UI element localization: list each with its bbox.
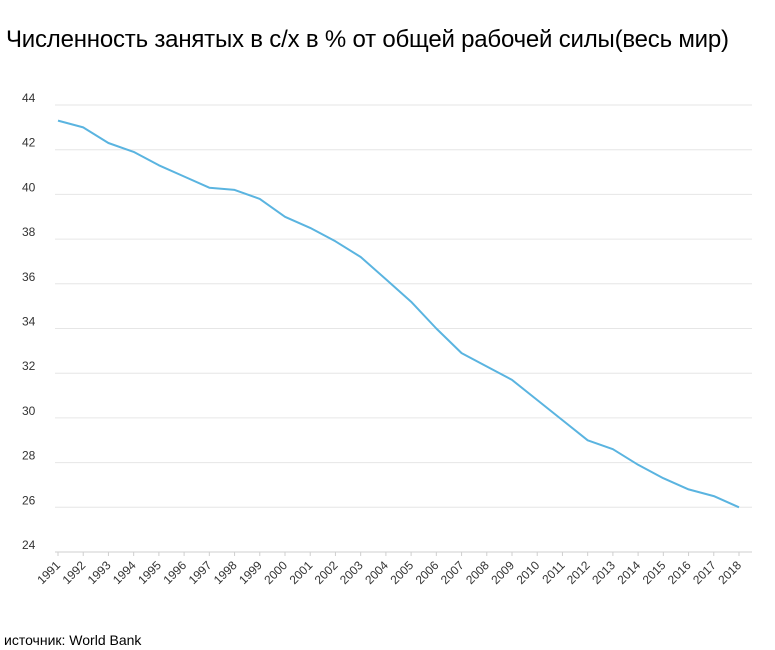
data-point bbox=[610, 447, 615, 452]
x-tick-label: 2005 bbox=[387, 558, 416, 587]
series-layer bbox=[56, 118, 742, 510]
x-tick-label: 1997 bbox=[186, 558, 215, 587]
x-tick-label: 2006 bbox=[413, 558, 442, 587]
x-tick-label: 2014 bbox=[614, 558, 643, 587]
data-point bbox=[106, 140, 111, 145]
data-point bbox=[560, 418, 565, 423]
data-point bbox=[358, 254, 363, 259]
data-point bbox=[686, 487, 691, 492]
y-tick-label: 36 bbox=[22, 270, 36, 284]
y-tick-label: 34 bbox=[22, 315, 36, 329]
data-point bbox=[131, 149, 136, 154]
data-point bbox=[333, 239, 338, 244]
data-point bbox=[156, 163, 161, 168]
data-point bbox=[257, 196, 262, 201]
y-tick-label: 32 bbox=[22, 359, 36, 373]
data-point bbox=[56, 118, 61, 123]
x-tick-label: 1994 bbox=[110, 558, 139, 587]
data-point bbox=[409, 299, 414, 304]
data-point bbox=[585, 438, 590, 443]
data-point bbox=[737, 505, 742, 510]
x-tick-label: 2001 bbox=[287, 558, 316, 587]
x-tick-label: 2002 bbox=[312, 558, 341, 587]
x-tick-label: 1998 bbox=[211, 558, 240, 587]
data-point bbox=[308, 225, 313, 230]
x-tick-label: 2004 bbox=[362, 558, 391, 587]
x-tick-label: 2015 bbox=[640, 558, 669, 587]
x-tick-label: 2012 bbox=[564, 558, 593, 587]
x-tick-label: 2018 bbox=[715, 558, 744, 587]
y-tick-label: 30 bbox=[22, 404, 36, 418]
chart-title: Численность занятых в с/х в % от общей р… bbox=[6, 26, 729, 53]
data-point bbox=[661, 476, 666, 481]
data-point bbox=[636, 462, 641, 467]
source-note: источник: World Bank bbox=[4, 632, 142, 648]
data-point bbox=[510, 377, 515, 382]
y-tick-label: 40 bbox=[22, 180, 36, 194]
x-tick-label: 2017 bbox=[690, 558, 719, 587]
data-point bbox=[535, 398, 540, 403]
data-point bbox=[459, 351, 464, 356]
x-tick-label: 2010 bbox=[514, 558, 543, 587]
data-point bbox=[434, 326, 439, 331]
y-tick-label: 44 bbox=[22, 91, 36, 105]
y-tick-label: 38 bbox=[22, 225, 36, 239]
data-point bbox=[283, 214, 288, 219]
x-tick-label: 2003 bbox=[337, 558, 366, 587]
x-tick-label: 2016 bbox=[665, 558, 694, 587]
x-tick-label: 1993 bbox=[85, 558, 114, 587]
data-point bbox=[711, 494, 716, 499]
y-tick-label: 28 bbox=[22, 449, 36, 463]
x-tick-label: 2009 bbox=[488, 558, 517, 587]
x-tick-label: 1999 bbox=[236, 558, 265, 587]
x-axis: 1991199219931994199519961997199819992000… bbox=[34, 552, 744, 587]
data-point bbox=[207, 185, 212, 190]
x-tick-label: 2000 bbox=[261, 558, 290, 587]
series-line bbox=[57, 119, 740, 509]
data-point bbox=[383, 277, 388, 282]
x-tick-label: 2011 bbox=[539, 558, 567, 586]
data-point bbox=[81, 125, 86, 130]
data-point bbox=[182, 174, 187, 179]
data-point bbox=[232, 187, 237, 192]
x-tick-label: 1992 bbox=[60, 558, 89, 587]
x-tick-label: 1995 bbox=[135, 558, 164, 587]
x-tick-label: 2013 bbox=[589, 558, 618, 587]
grid-layer bbox=[55, 104, 752, 553]
data-point bbox=[484, 364, 489, 369]
y-tick-label: 24 bbox=[22, 538, 36, 552]
x-tick-label: 1991 bbox=[34, 558, 63, 587]
x-tick-label: 2008 bbox=[463, 558, 492, 587]
x-tick-label: 1996 bbox=[160, 558, 189, 587]
y-tick-label: 42 bbox=[22, 136, 36, 150]
y-axis: 24 26 28 30 32 34 36 38 40 42 44 bbox=[22, 91, 36, 552]
y-tick-label: 26 bbox=[22, 493, 36, 507]
x-tick-label: 2007 bbox=[438, 558, 467, 587]
